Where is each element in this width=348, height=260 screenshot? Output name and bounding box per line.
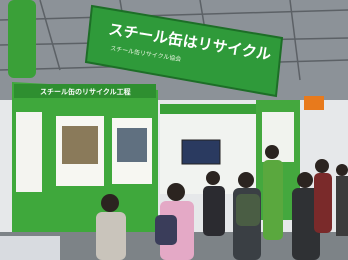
panel-title: スチール缶のリサイクル工程 [40, 87, 131, 96]
scene: スチール缶はリサイクル スチール缶リサイクル協会 スチール缶のリサイクル工程 [0, 0, 348, 260]
photo [117, 128, 147, 162]
photo [62, 126, 98, 164]
monitor [182, 140, 220, 164]
page: {"image": {"banner_title": "スチール缶はリサイクル"… [0, 0, 348, 260]
display-table [0, 236, 60, 260]
pillar [8, 0, 36, 78]
sign [304, 96, 324, 110]
center-header [160, 104, 270, 114]
poster [16, 112, 42, 192]
